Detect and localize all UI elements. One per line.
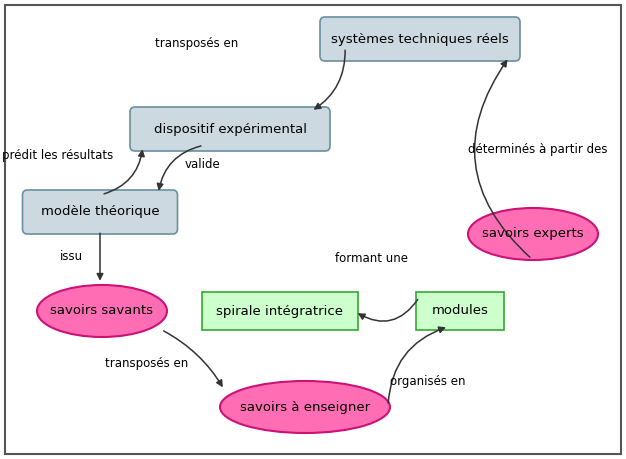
FancyArrowPatch shape [157,146,201,189]
FancyArrowPatch shape [97,233,103,279]
Text: dispositif expérimental: dispositif expérimental [153,123,307,135]
FancyArrowPatch shape [163,331,222,386]
Text: transposés en: transposés en [105,357,188,369]
Text: savoirs savants: savoirs savants [51,304,153,318]
Text: organisés en: organisés en [390,375,466,387]
Text: modèle théorique: modèle théorique [41,206,159,218]
Text: spirale intégratrice: spirale intégratrice [217,304,344,318]
FancyArrowPatch shape [315,50,345,109]
Ellipse shape [37,285,167,337]
Text: savoirs à enseigner: savoirs à enseigner [240,401,370,414]
Text: formant une: formant une [335,252,408,265]
Ellipse shape [468,208,598,260]
Text: déterminés à partir des: déterminés à partir des [468,142,607,156]
FancyArrowPatch shape [475,61,530,257]
Text: valide: valide [185,157,221,170]
FancyArrowPatch shape [388,327,444,403]
FancyBboxPatch shape [202,292,358,330]
Text: issu: issu [60,251,83,263]
Text: savoirs experts: savoirs experts [482,228,584,241]
Text: systèmes techniques réels: systèmes techniques réels [331,33,509,45]
Text: prédit les résultats: prédit les résultats [2,150,113,162]
FancyBboxPatch shape [320,17,520,61]
FancyBboxPatch shape [23,190,178,234]
FancyArrowPatch shape [104,151,144,194]
FancyArrowPatch shape [359,299,418,321]
Text: modules: modules [431,304,488,318]
Ellipse shape [220,381,390,433]
Text: transposés en: transposés en [155,38,239,50]
FancyBboxPatch shape [130,107,330,151]
FancyBboxPatch shape [416,292,504,330]
